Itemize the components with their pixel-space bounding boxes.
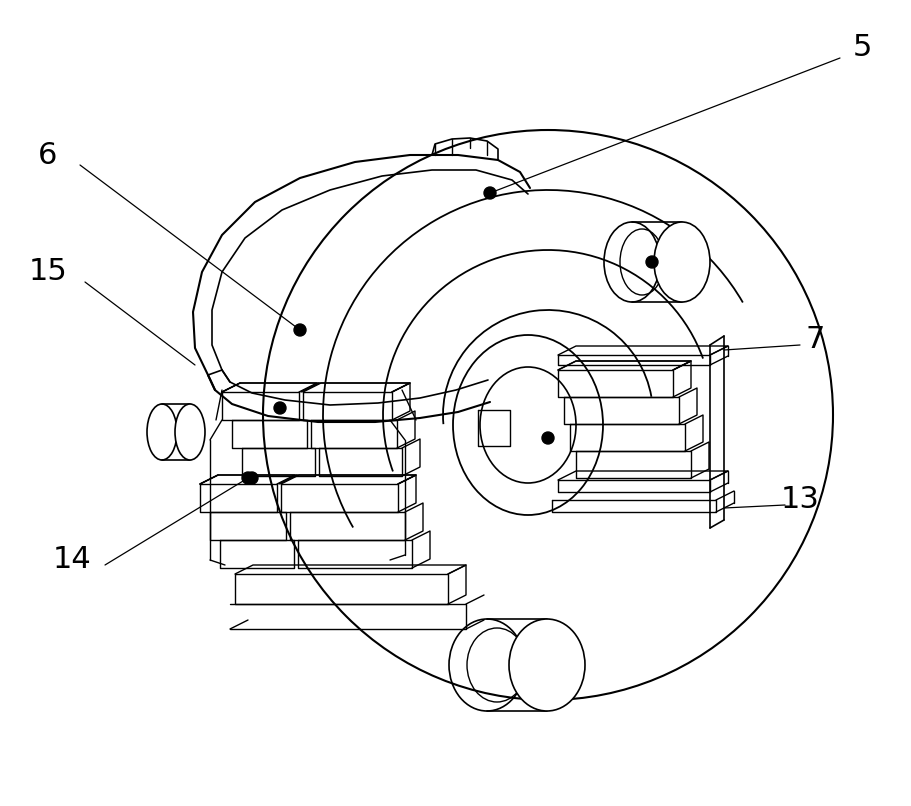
Circle shape: [242, 472, 254, 484]
Circle shape: [294, 324, 306, 336]
Text: 13: 13: [781, 485, 819, 514]
Circle shape: [484, 187, 496, 199]
Text: 6: 6: [38, 140, 57, 169]
Text: 7: 7: [805, 326, 824, 355]
Circle shape: [274, 402, 286, 414]
Text: 14: 14: [53, 546, 91, 575]
Circle shape: [246, 472, 258, 484]
Circle shape: [646, 256, 658, 268]
Text: 5: 5: [853, 34, 872, 63]
Ellipse shape: [509, 619, 585, 711]
Text: 15: 15: [28, 257, 67, 286]
Circle shape: [542, 432, 554, 444]
Ellipse shape: [654, 222, 710, 302]
Ellipse shape: [175, 404, 205, 460]
